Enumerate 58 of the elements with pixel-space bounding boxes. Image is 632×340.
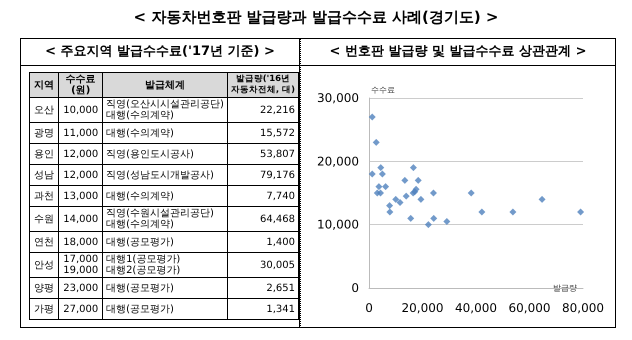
text: 발급량('16년 자동차전체, 대) [230,74,295,96]
text: 12,000 [62,148,100,160]
x-tick-label: 40,000 [455,301,497,315]
text: 2,651 [265,282,295,294]
text: 27,000 [62,304,100,314]
text: 성남 [33,170,56,180]
text: 연천 [33,236,56,248]
text: 23,000 [62,282,100,294]
text: 직영(용인도시공사) [106,148,195,160]
text: 지역 [33,80,56,90]
text: 직영(수원시설관리공단) 대행(수의계약) [106,208,215,230]
x-tick-label: 60,000 [508,301,550,315]
text: 1,400 [265,236,295,248]
text: 대행(공모평가) [106,304,175,314]
y-tick-label: 30,000 [317,91,359,105]
text: 30,005 [259,260,295,270]
text: 과천 [33,190,56,202]
text: 직영(오산시시설관리공단) 대행(수의계약) [106,99,224,121]
text: 대행(공모평가) [106,282,175,294]
y-axis-title: 수수료 [371,86,395,94]
x-tick-label: 20,000 [402,301,444,315]
text: 양평 [33,282,56,294]
text: 수수료 (원) [64,74,97,96]
text: 14,000 [62,214,100,224]
text: 64,468 [259,214,295,224]
text: 53,807 [259,148,295,160]
text: 직영(성남도시개발공사) [106,170,215,180]
text: 1,341 [265,304,295,314]
text: < 자동차번호판 발급량과 발급수수료 사례(경기도) > [132,8,500,27]
text: 수원 [33,214,56,224]
text: 대행(공모평가) [106,236,175,248]
text: 10,000 [62,104,100,116]
text: 안성 [33,260,56,270]
text: 17,000 19,000 [62,254,100,276]
text: 오산 [33,104,56,116]
text: 용인 [33,148,56,160]
x-axis-title: 발급량 [553,284,577,292]
text: 대행(수의계약) [106,190,175,202]
y-tick-label: 0 [351,281,359,295]
text: < 주요지역 발급수수료('17년 기준) > [21,39,299,66]
text: 가평 [33,304,56,314]
x-tick-label: 80,000 [562,301,604,315]
y-tick-label: 10,000 [317,218,359,232]
text: 15,572 [259,128,295,138]
chart-title: < 번호판 발급량 및 발급수수료 상관관계 > [301,39,615,66]
text: 79,176 [259,170,295,180]
text: 22,216 [259,104,295,116]
text: 7,740 [265,190,295,202]
x-tick-label: 0 [365,301,373,315]
text: 12,000 [62,170,100,180]
text: 대행1(공모평가) 대행2(공모평가) [106,254,182,276]
y-tick-label: 20,000 [317,154,359,168]
text: 13,000 [62,190,100,202]
text: 대행(수의계약) [106,128,175,138]
text: 광명 [33,128,56,138]
text: 18,000 [62,236,100,248]
text: 11,000 [62,128,100,138]
text: 발급체계 [144,80,186,90]
